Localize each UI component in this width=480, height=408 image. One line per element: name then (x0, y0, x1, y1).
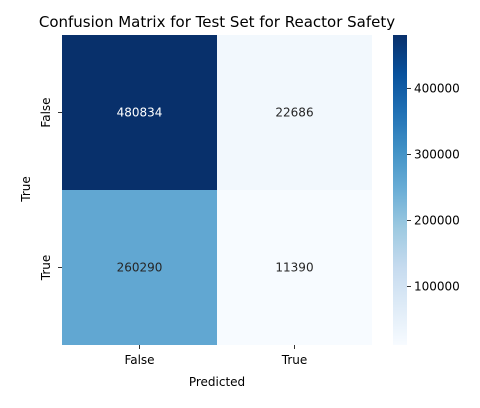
x-axis-label: Predicted (189, 375, 245, 389)
heatmap-cell (62, 35, 217, 190)
colorbar: 100000 200000 300000 400000 (393, 35, 460, 345)
x-tick-label: True (281, 353, 308, 367)
cell-value-label: 260290 (117, 261, 163, 275)
chart-title: Confusion Matrix for Test Set for Reacto… (39, 13, 395, 31)
cell-value-label: 11390 (275, 261, 313, 275)
heatmap-cell (217, 190, 372, 345)
x-axis: False True (124, 345, 307, 367)
y-axis: False True (39, 97, 62, 281)
cell-value-label: 22686 (275, 106, 313, 120)
heatmap-cell (62, 190, 217, 345)
heatmap-cell (217, 35, 372, 190)
colorbar-tick-label: 100000 (414, 279, 460, 293)
y-tick-label: False (39, 97, 53, 127)
cell-value-label: 480834 (117, 106, 163, 120)
y-axis-label: True (19, 176, 33, 203)
colorbar-tick-label: 400000 (414, 81, 460, 95)
x-tick-label: False (124, 353, 154, 367)
colorbar-tick-label: 300000 (414, 147, 460, 161)
colorbar-tick-label: 200000 (414, 213, 460, 227)
y-tick-label: True (39, 255, 53, 282)
heatmap-cells (62, 35, 372, 345)
colorbar-gradient (393, 35, 407, 345)
cell-value-labels: 480834 22686 260290 11390 (117, 106, 314, 275)
